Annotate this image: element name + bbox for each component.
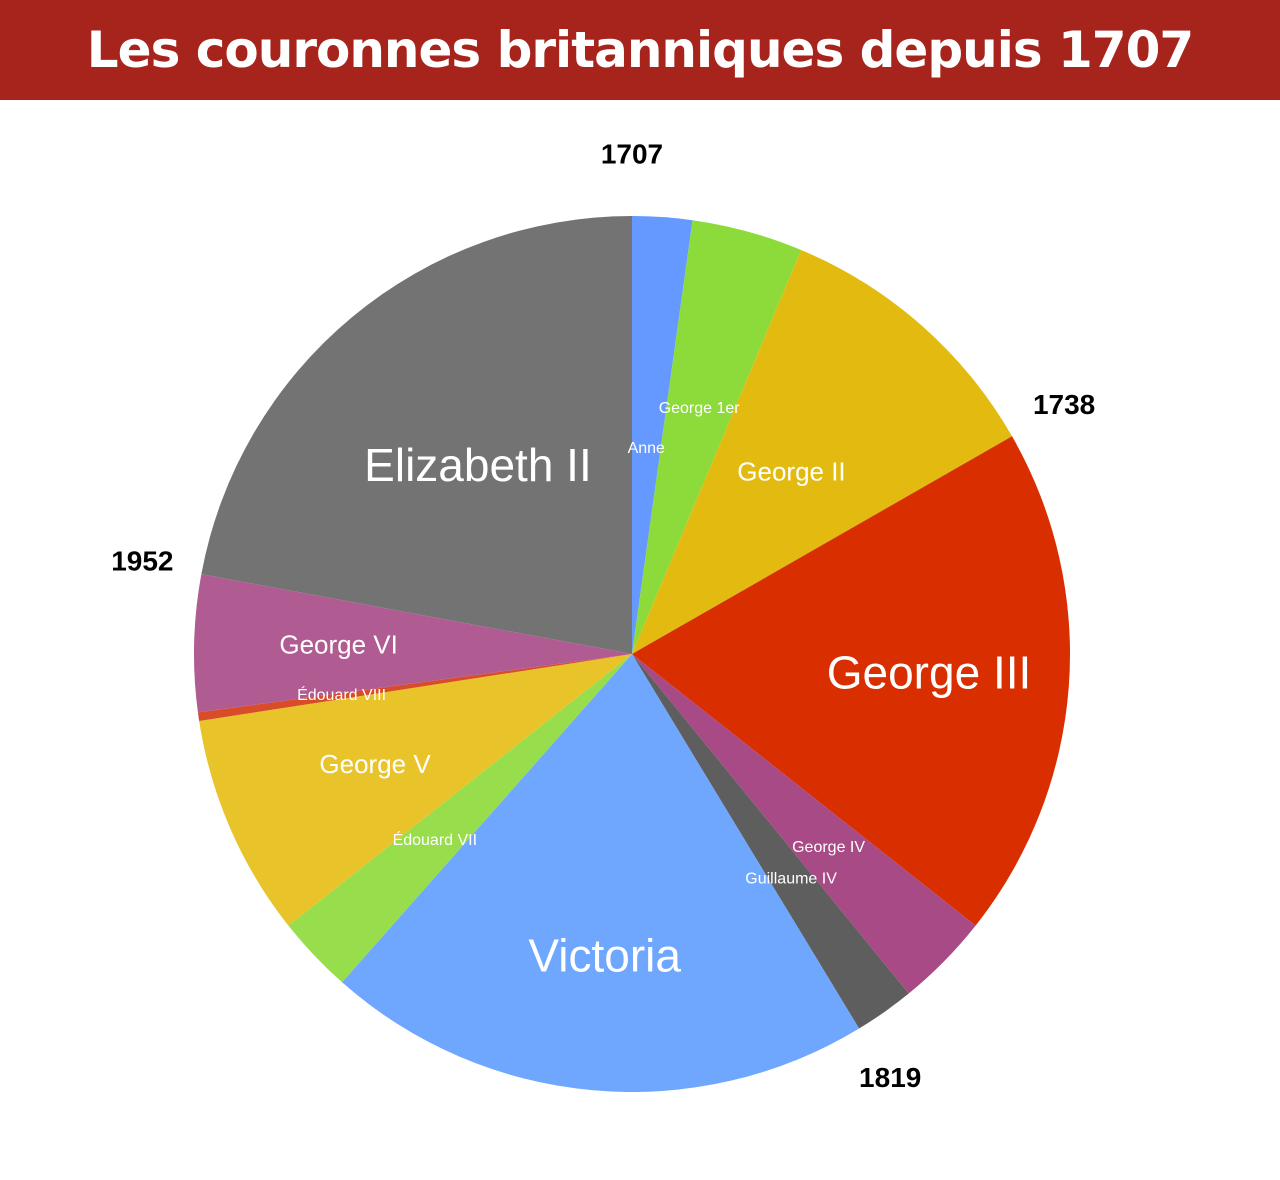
pie-slice-george-iii	[632, 436, 1070, 926]
pie-slice-guillaume-iv	[632, 654, 909, 1029]
pie-slice-victoria	[342, 654, 860, 1092]
pie-slice-anne	[632, 216, 693, 654]
slice-label: George 1er	[659, 400, 741, 417]
year-marker: 1707	[601, 138, 663, 169]
year-marker: 1952	[111, 546, 173, 577]
pie-slice-george-v	[199, 654, 632, 926]
slice-label: Édouard VIII	[297, 685, 386, 704]
slice-label: George VI	[279, 630, 398, 660]
slice-label: Guillaume IV	[745, 871, 837, 888]
slice-label: George IV	[792, 839, 865, 856]
pie-chart: Anne George 1er George II George III George …	[111, 138, 1095, 1093]
pie-slice-george-ii	[632, 249, 1013, 654]
title-bar: Les couronnes britanniques depuis 1707	[0, 0, 1280, 100]
slice-label: Victoria	[528, 930, 681, 982]
year-marker: 1738	[1033, 389, 1095, 420]
slice-label: George II	[737, 456, 845, 486]
slice-label: George III	[827, 646, 1032, 698]
pie-chart-area: Anne George 1er George II George III George …	[0, 100, 1280, 1180]
pie-slice-elizabeth-ii	[201, 215, 632, 654]
year-marker: 1819	[859, 1062, 921, 1093]
chart-title: Les couronnes britanniques depuis 1707	[86, 21, 1194, 79]
pie-slice--douard-viii	[197, 654, 632, 722]
pie-slice-george-iv	[632, 654, 976, 994]
slice-label: George V	[319, 749, 431, 779]
pie-slice-george-1er	[632, 220, 802, 654]
slice-label: Anne	[628, 440, 665, 457]
pie-slice--douard-vii	[288, 654, 632, 983]
slice-label: Édouard VII	[393, 830, 478, 849]
slice-label: Elizabeth II	[364, 439, 592, 491]
pie-slice-george-vi	[194, 574, 632, 713]
